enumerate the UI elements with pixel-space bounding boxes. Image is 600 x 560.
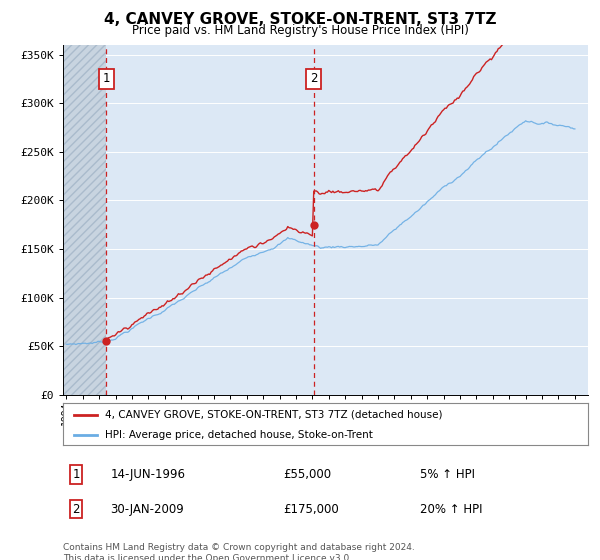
Text: HPI: Average price, detached house, Stoke-on-Trent: HPI: Average price, detached house, Stok… — [105, 430, 373, 440]
Text: 1: 1 — [103, 72, 110, 85]
Text: Price paid vs. HM Land Registry's House Price Index (HPI): Price paid vs. HM Land Registry's House … — [131, 24, 469, 36]
Text: 1: 1 — [73, 468, 80, 481]
Text: Contains HM Land Registry data © Crown copyright and database right 2024.
This d: Contains HM Land Registry data © Crown c… — [63, 543, 415, 560]
Text: 4, CANVEY GROVE, STOKE-ON-TRENT, ST3 7TZ: 4, CANVEY GROVE, STOKE-ON-TRENT, ST3 7TZ — [104, 12, 496, 27]
Text: £55,000: £55,000 — [284, 468, 332, 481]
Text: 2: 2 — [310, 72, 317, 85]
Text: 20% ↑ HPI: 20% ↑ HPI — [420, 503, 482, 516]
Text: £175,000: £175,000 — [284, 503, 339, 516]
Text: 4, CANVEY GROVE, STOKE-ON-TRENT, ST3 7TZ (detached house): 4, CANVEY GROVE, STOKE-ON-TRENT, ST3 7TZ… — [105, 410, 443, 420]
Text: 30-JAN-2009: 30-JAN-2009 — [110, 503, 184, 516]
Text: 5% ↑ HPI: 5% ↑ HPI — [420, 468, 475, 481]
Text: 2: 2 — [73, 503, 80, 516]
Text: 14-JUN-1996: 14-JUN-1996 — [110, 468, 185, 481]
Bar — [63, 45, 106, 395]
